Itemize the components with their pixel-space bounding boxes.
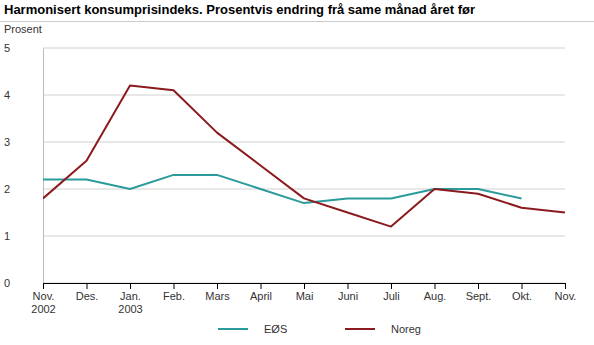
x-tick-label: Juni — [338, 290, 358, 302]
legend: EØS Noreg — [218, 323, 421, 335]
y-tick: 5 — [4, 42, 43, 54]
y-tick-label: 3 — [4, 136, 10, 148]
y-tick: 4 — [4, 89, 43, 101]
y-tick: 3 — [4, 136, 43, 148]
x-tick-label: Mars — [205, 290, 230, 302]
grid-line — [43, 95, 565, 96]
grid-line — [43, 48, 565, 49]
legend-label: EØS — [264, 323, 287, 335]
grid — [43, 48, 565, 283]
series-group — [43, 86, 565, 227]
x-tick: Jan.2003 — [118, 283, 142, 315]
series-line — [43, 86, 565, 227]
y-tick-label: 4 — [4, 89, 10, 101]
x-tick: Nov. — [555, 283, 577, 302]
x-tick-mark — [478, 283, 479, 289]
x-tick: Okt. — [512, 283, 532, 302]
y-tick-label: 2 — [4, 183, 10, 195]
y-tick: 1 — [4, 230, 43, 242]
x-tick: Mai — [296, 283, 314, 302]
title: Harmonisert konsumprisindeks. Prosentvis… — [4, 2, 475, 17]
x-tick-label-line: Juni — [338, 290, 358, 302]
x-tick: April — [250, 283, 272, 302]
grid-line — [43, 142, 565, 143]
x-tick-label: Nov. — [555, 290, 577, 302]
x-tick-label-line: Aug. — [424, 290, 447, 302]
y-tick-label: 0 — [4, 277, 10, 289]
x-tick: Juli — [383, 283, 400, 302]
x-tick: Nov.2002 — [31, 283, 55, 315]
grid-line — [43, 236, 565, 237]
y-axis-title: Prosent — [4, 23, 42, 35]
x-tick-label-line: Juli — [383, 290, 400, 302]
x-tick-label-line: April — [250, 290, 272, 302]
x-tick-mark — [87, 283, 88, 289]
x-tick-mark — [43, 283, 44, 289]
x-tick-mark — [565, 283, 566, 289]
x-tick: Juni — [338, 283, 358, 302]
x-tick-label: Feb. — [163, 290, 185, 302]
plot: 012345Nov.2002Des.Jan.2003Feb.MarsAprilM… — [4, 42, 576, 315]
legend-swatch — [345, 328, 375, 330]
x-tick-mark — [174, 283, 175, 289]
title-rule — [0, 21, 594, 22]
x-tick-label: Aug. — [424, 290, 447, 302]
legend-label: Noreg — [391, 323, 421, 335]
y-tick: 2 — [4, 183, 43, 195]
x-tick-label-line: 2003 — [118, 303, 142, 315]
x-tick-label: Mai — [296, 290, 314, 302]
x-tick-label-line: Okt. — [512, 290, 532, 302]
y-tick-label: 5 — [4, 42, 10, 54]
x-tick: Des. — [76, 283, 99, 302]
x-tick-label-line: 2002 — [31, 303, 55, 315]
x-tick-label-line: Nov. — [555, 290, 577, 302]
x-tick-label-line: Feb. — [163, 290, 185, 302]
legend-swatch — [218, 328, 248, 330]
series-line — [43, 175, 522, 203]
x-tick-label: Juli — [383, 290, 400, 302]
y-tick: 0 — [4, 277, 43, 289]
x-tick-mark — [435, 283, 436, 289]
x-tick-label-line: Des. — [76, 290, 99, 302]
x-tick: Aug. — [424, 283, 447, 302]
x-tick-label-line: Sept. — [466, 290, 492, 302]
grid-line — [43, 189, 565, 190]
x-tick-mark — [130, 283, 131, 289]
chart: Harmonisert konsumprisindeks. Prosentvis… — [0, 0, 594, 345]
x-tick-label: Nov.2002 — [31, 290, 55, 315]
x-tick-label: Jan.2003 — [118, 290, 142, 315]
x-tick-label-line: Mai — [296, 290, 314, 302]
x-tick-mark — [348, 283, 349, 289]
x-tick: Mars — [205, 283, 230, 302]
y-tick-label: 1 — [4, 230, 10, 242]
x-tick-label: Okt. — [512, 290, 532, 302]
x-tick-mark — [217, 283, 218, 289]
x-tick-label: Des. — [76, 290, 99, 302]
x-tick-label-line: Jan. — [120, 290, 141, 302]
x-tick-label-line: Nov. — [33, 290, 55, 302]
x-tick-mark — [391, 283, 392, 289]
x-tick: Feb. — [163, 283, 185, 302]
y-axis-line — [43, 49, 44, 284]
x-tick-label: April — [250, 290, 272, 302]
x-tick-label-line: Mars — [205, 290, 230, 302]
x-axis: Nov.2002Des.Jan.2003Feb.MarsAprilMaiJuni… — [31, 283, 576, 315]
x-tick-mark — [522, 283, 523, 289]
y-axis: 0 1 2 3 4 5 — [4, 42, 44, 289]
x-tick-label: Sept. — [466, 290, 492, 302]
x-tick-mark — [304, 283, 305, 289]
x-tick: Sept. — [466, 283, 492, 302]
x-tick-mark — [261, 283, 262, 289]
